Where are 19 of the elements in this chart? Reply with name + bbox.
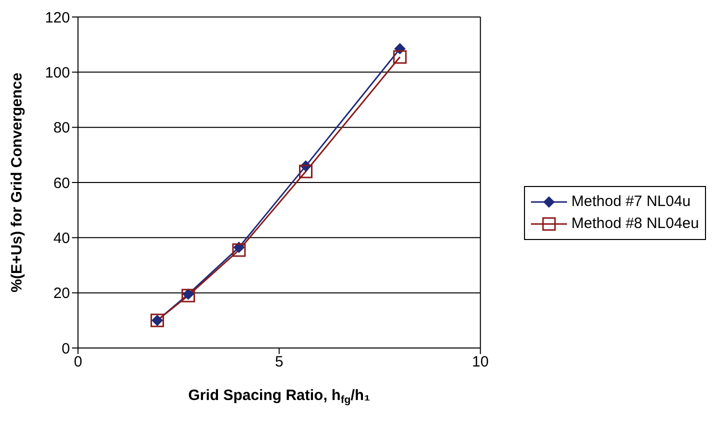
x-axis-title: Grid Spacing Ratio, h$_{fg}$/h₁ [188, 387, 370, 406]
y-tick-label: 100 [44, 64, 70, 82]
y-tick-label: 20 [53, 285, 70, 302]
y-tick-label: 80 [53, 120, 70, 137]
point [299, 164, 313, 178]
legend-label: Method #8 NL04eu [571, 214, 699, 234]
y-tick-label: 0 [62, 340, 70, 358]
y-tick-label: 60 [53, 174, 70, 192]
x-tick-label: 10 [472, 354, 489, 371]
point [232, 243, 246, 257]
x-tick-label: 5 [275, 354, 284, 371]
y-tick-label: 120 [44, 9, 70, 26]
legend-label: Method #7 NL04u [571, 192, 691, 212]
point [182, 288, 196, 302]
point [182, 288, 194, 300]
y-axis-title: %(E+Us) for Grid Convergence [8, 72, 26, 292]
y-tick-label: 40 [53, 230, 70, 247]
x-tick-label: 0 [74, 354, 82, 371]
point [393, 50, 407, 64]
